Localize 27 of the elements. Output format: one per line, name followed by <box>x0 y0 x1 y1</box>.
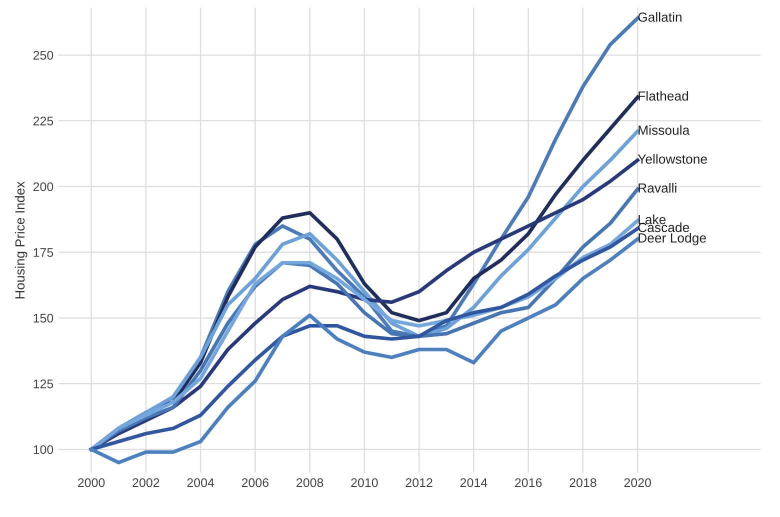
x-tick-label: 2016 <box>515 478 542 488</box>
y-tick-label: 225 <box>33 116 54 126</box>
x-tick-label: 2010 <box>351 478 378 488</box>
y-tick-label: 200 <box>33 182 54 192</box>
series-label: Missoula <box>638 125 690 135</box>
series-label: Flathead <box>638 90 688 101</box>
y-tick-label: 100 <box>34 445 54 454</box>
x-tick-label: 2000 <box>78 478 105 488</box>
series-label: Ravalli <box>638 182 676 193</box>
series-label: Cascade <box>638 222 690 232</box>
x-tick-label: 2012 <box>406 478 432 488</box>
y-tick-label: 175 <box>34 248 54 257</box>
y-tick-label: 125 <box>34 379 54 388</box>
series-label: Yellowstone <box>638 154 707 164</box>
x-tick-label: 2008 <box>296 478 324 488</box>
y-tick-label: 250 <box>33 50 54 60</box>
x-tick-label: 2020 <box>624 478 651 488</box>
x-tick-label: 2018 <box>570 478 596 488</box>
series-label: Deer Lodge <box>638 232 706 246</box>
series-label: Lake <box>638 214 666 224</box>
y-tick-label: 150 <box>34 314 54 323</box>
x-tick-label: 2006 <box>242 478 269 488</box>
series-label: Gallatin <box>638 12 682 22</box>
x-tick-label: 2014 <box>460 478 488 488</box>
x-tick-label: 2004 <box>187 478 214 488</box>
x-tick-label: 2002 <box>132 478 160 488</box>
y-axis-title: Housing Price Index <box>14 182 28 298</box>
